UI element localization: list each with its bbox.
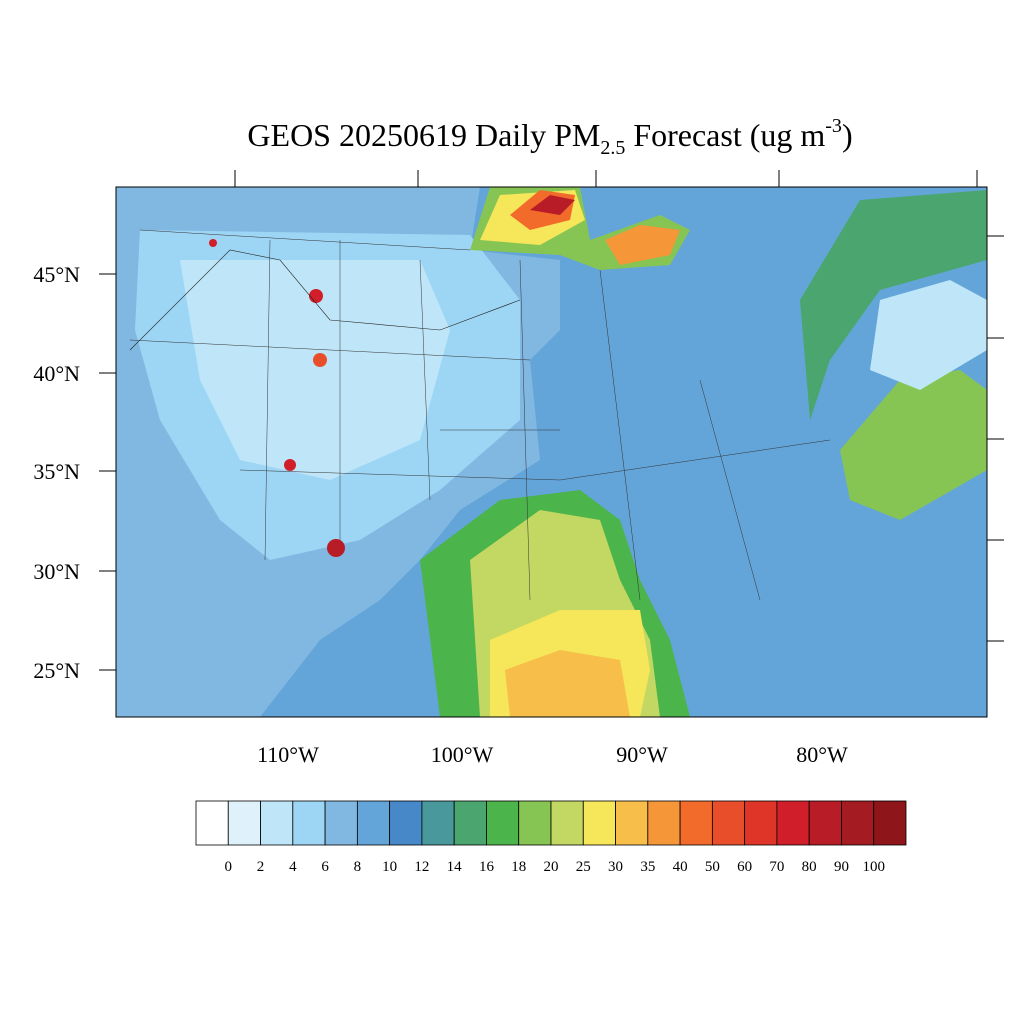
colorbar-box: [292, 800, 326, 846]
colorbar-label: 0: [225, 859, 233, 875]
colorbar-box: [227, 800, 261, 846]
lat-label: 45°N: [33, 262, 80, 287]
lat-label: 30°N: [33, 559, 80, 584]
colorbar-label: 60: [737, 859, 752, 875]
colorbar-box: [486, 800, 520, 846]
colorbar-box: [195, 800, 229, 846]
colorbar-label: 6: [321, 859, 329, 875]
colorbar-box: [356, 800, 391, 846]
lon-label: 100°W: [431, 742, 494, 767]
map-field: [116, 187, 987, 717]
lat-label: 35°N: [33, 459, 80, 484]
colorbar-label: 100: [862, 859, 885, 875]
colorbar-box: [647, 800, 681, 846]
colorbar-box: [582, 800, 616, 846]
title-sup: -3: [825, 115, 842, 137]
colorbar-box: [550, 800, 584, 846]
colorbar-box: [615, 800, 649, 846]
colorbar-label: 8: [354, 859, 362, 875]
colorbar-label: 30: [608, 859, 623, 875]
colorbar-label: 14: [447, 859, 463, 875]
colorbar-label: 90: [834, 859, 849, 875]
colorbar-label: 25: [576, 859, 591, 875]
colorbar-box: [324, 800, 358, 846]
colorbar-label: 2: [257, 859, 265, 875]
colorbar-label: 4: [289, 859, 297, 875]
colorbar-label: 80: [802, 859, 817, 875]
colorbar-box: [873, 800, 907, 846]
lon-label: 110°W: [257, 742, 319, 767]
title-end: ): [842, 117, 853, 153]
colorbar-box: [260, 800, 294, 846]
frame-ticks: [99, 170, 1004, 671]
title-main: GEOS 20250619 Daily PM: [247, 117, 600, 153]
colorbar-label: 18: [511, 859, 526, 875]
colorbar-label: 35: [640, 859, 655, 875]
lon-label: 80°W: [796, 742, 848, 767]
lon-label: 90°W: [616, 742, 668, 767]
colorbar-box: [776, 800, 810, 846]
colorbar-label: 70: [769, 859, 784, 875]
colorbar-box: [744, 800, 778, 846]
colorbar-label: 10: [382, 859, 397, 875]
colorbar-label: 16: [479, 859, 495, 875]
colorbar-box: [518, 800, 552, 846]
map-frame: [115, 186, 988, 718]
colorbar-box: [421, 800, 455, 846]
title-rest: Forecast (ug m: [625, 117, 825, 153]
colorbar-box: [679, 800, 713, 846]
colorbar-label: 20: [544, 859, 559, 875]
lat-label: 25°N: [33, 658, 80, 683]
title: GEOS 20250619 Daily PM2.5 Forecast (ug m…: [247, 115, 852, 159]
colorbar-box: [841, 800, 875, 846]
colorbar-box: [389, 800, 423, 846]
colorbar-box: [808, 800, 842, 846]
lat-label: 40°N: [33, 361, 80, 386]
colorbar-box: [711, 800, 746, 846]
colorbar-label: 12: [414, 859, 429, 875]
title-sub: 2.5: [600, 137, 625, 159]
colorbar-label: 50: [705, 859, 720, 875]
colorbar-label: 40: [673, 859, 688, 875]
colorbar-box: [453, 800, 487, 846]
